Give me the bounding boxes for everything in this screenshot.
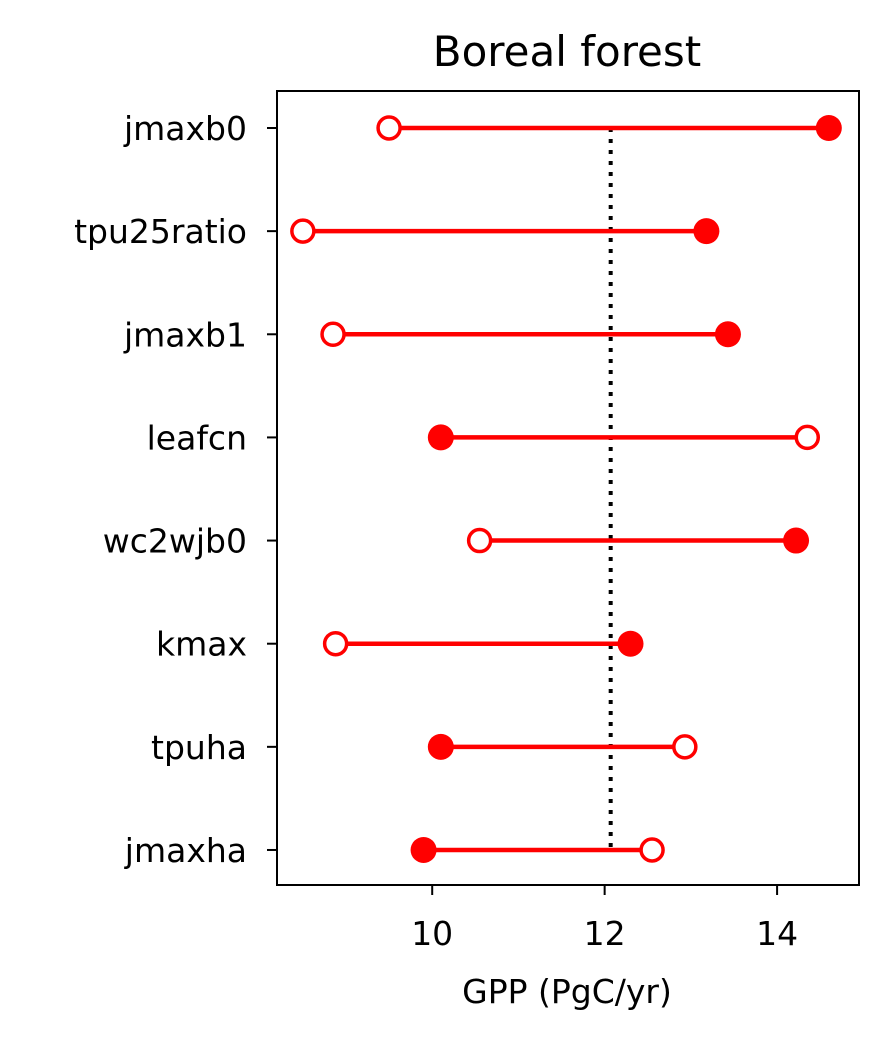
x-axis-label: GPP (PgC/yr) [462, 972, 672, 1011]
filled-point-jmaxb0 [815, 115, 842, 141]
x-tick-label-10: 10 [411, 914, 453, 953]
y-tick-label-jmaxb0: jmaxb0 [123, 109, 247, 148]
open-point-jmaxha [639, 837, 665, 863]
y-tick-label-wc2wjb0: wc2wjb0 [103, 522, 247, 561]
y-tick-label-tpuha: tpuha [151, 728, 247, 767]
chart-title: Boreal forest [433, 27, 701, 76]
open-point-tpuha [672, 734, 698, 760]
plot-area: jmaxb0 tpu25ratio jmaxb1 leafcn wc2wjb0 kmax t… [74, 90, 860, 953]
y-tick-label-tpu25ratio: tpu25ratio [74, 212, 247, 251]
y-tick-label-leafcn: leafcn [147, 418, 247, 457]
open-point-wc2wjb0 [466, 527, 493, 554]
filled-point-wc2wjb0 [783, 527, 810, 554]
x-tick-label-12: 12 [584, 914, 626, 953]
filled-point-jmaxha [410, 836, 437, 863]
open-point-kmax [322, 630, 349, 657]
open-point-tpu25ratio [290, 218, 316, 244]
x-tick-label-14: 14 [756, 914, 798, 953]
open-point-jmaxb0 [376, 115, 402, 141]
filled-point-tpuha [427, 733, 454, 760]
filled-point-kmax [617, 630, 644, 657]
y-tick-label-jmaxb1: jmaxb1 [123, 315, 247, 354]
y-tick-label-kmax: kmax [156, 625, 247, 664]
filled-point-tpu25ratio [693, 218, 720, 245]
open-point-leafcn [794, 424, 821, 451]
axes-frame [276, 90, 860, 886]
y-tick-label-jmaxha: jmaxha [124, 831, 247, 870]
open-point-jmaxb1 [320, 321, 346, 348]
filled-point-jmaxb1 [714, 321, 741, 348]
filled-point-leafcn [427, 424, 454, 451]
